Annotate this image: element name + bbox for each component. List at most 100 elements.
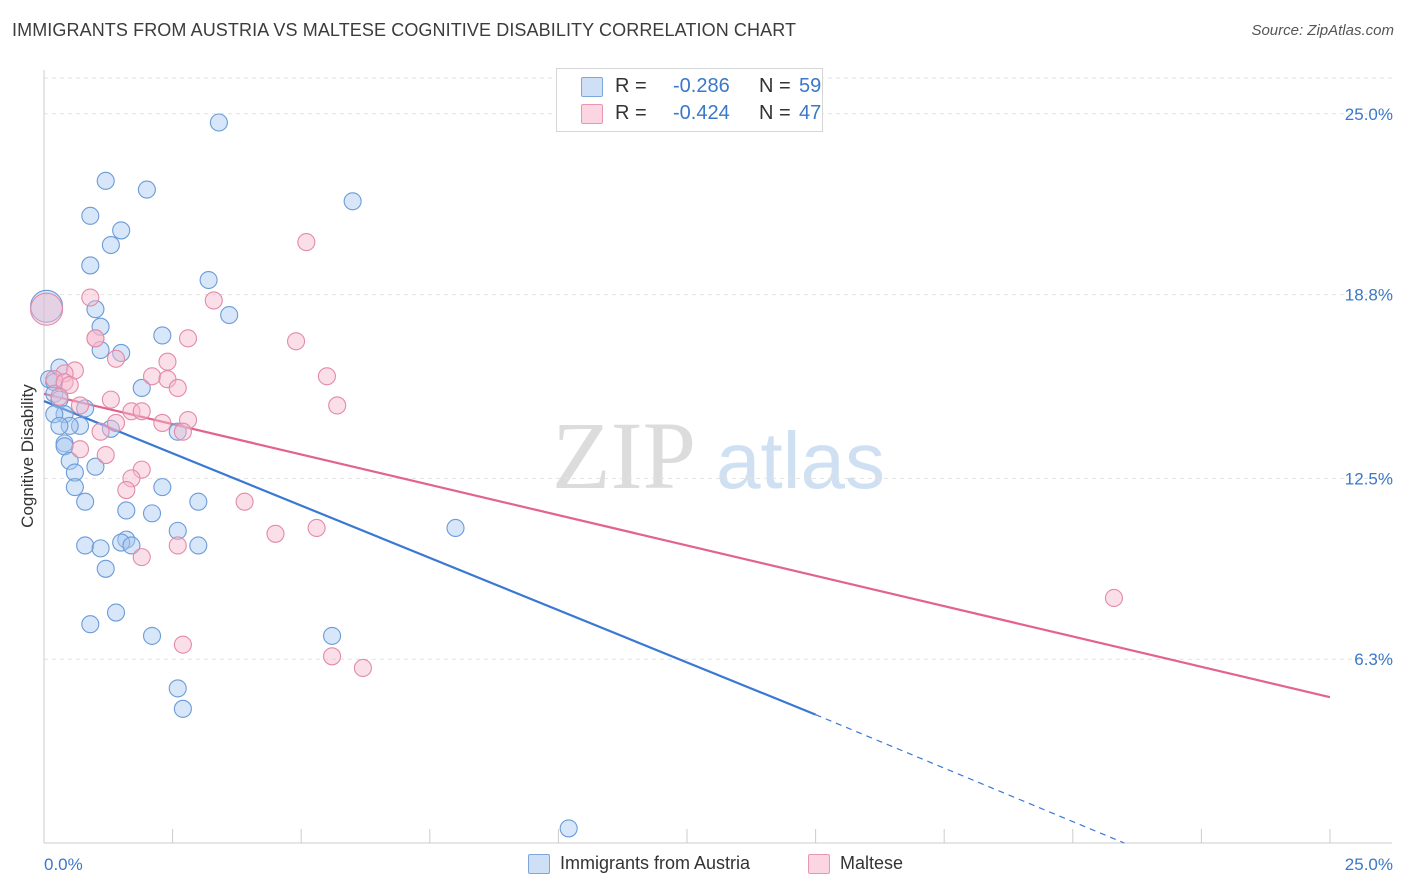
point-maltese bbox=[307, 518, 326, 538]
point-austria bbox=[142, 626, 162, 645]
stats-swatch-austria bbox=[581, 77, 603, 97]
point-maltese bbox=[153, 413, 172, 433]
stats-n-value: 59 bbox=[799, 75, 822, 97]
point-austria bbox=[101, 235, 120, 255]
watermark: ZIP atlas bbox=[552, 402, 885, 509]
point-austria bbox=[70, 416, 90, 435]
stats-r-label: R = bbox=[615, 102, 647, 124]
point-austria bbox=[106, 603, 126, 622]
x-tick-label: 25.0% bbox=[1345, 855, 1393, 874]
watermark-zip: ZIP bbox=[552, 402, 696, 509]
y-tick-label: 25.0% bbox=[1345, 105, 1393, 124]
point-maltese bbox=[50, 387, 69, 406]
point-austria bbox=[96, 559, 115, 578]
point-austria bbox=[45, 384, 64, 403]
point-austria bbox=[168, 679, 187, 698]
point-austria bbox=[91, 340, 110, 360]
stats-r-label: R = bbox=[615, 75, 647, 97]
point-austria bbox=[81, 615, 100, 634]
point-austria bbox=[142, 504, 162, 523]
point-maltese bbox=[158, 352, 177, 371]
axes bbox=[43, 70, 1392, 844]
point-austria bbox=[112, 533, 131, 552]
point-maltese bbox=[323, 647, 342, 666]
point-maltese bbox=[106, 349, 126, 368]
point-maltese bbox=[287, 332, 306, 351]
point-maltese bbox=[45, 370, 64, 389]
trend-lines bbox=[43, 392, 1331, 844]
trend-line bbox=[43, 392, 1331, 699]
chart-title: IMMIGRANTS FROM AUSTRIA VS MALTESE COGNI… bbox=[12, 20, 797, 40]
point-maltese bbox=[297, 233, 316, 252]
point-maltese bbox=[1104, 588, 1124, 608]
point-austria bbox=[45, 405, 64, 424]
x-tick-labels: 0.0% 25.0% bbox=[44, 855, 1393, 874]
trend-line-extension bbox=[815, 714, 1125, 844]
point-maltese bbox=[173, 422, 192, 441]
point-maltese bbox=[122, 402, 141, 421]
data-points bbox=[30, 113, 1124, 838]
point-maltese bbox=[317, 367, 336, 386]
stats-n-label: N = bbox=[759, 102, 791, 124]
point-austria bbox=[86, 457, 105, 476]
point-austria bbox=[60, 416, 79, 435]
y-tick-label: 6.3% bbox=[1354, 650, 1393, 669]
point-maltese bbox=[96, 445, 115, 465]
point-maltese bbox=[70, 440, 90, 459]
stats-swatch-maltese bbox=[581, 104, 603, 124]
point-austria bbox=[91, 539, 110, 558]
point-maltese bbox=[178, 329, 198, 348]
point-austria bbox=[220, 305, 239, 325]
point-austria bbox=[117, 501, 136, 520]
legend-swatch-austria bbox=[528, 854, 550, 874]
point-austria bbox=[137, 180, 156, 199]
watermark-atlas: atlas bbox=[716, 416, 885, 505]
point-austria bbox=[153, 478, 172, 497]
point-austria bbox=[446, 518, 465, 538]
point-austria bbox=[168, 521, 187, 540]
stats-box: R = -0.286 N = 59 R = -0.424 N = 47 bbox=[556, 68, 823, 132]
point-maltese bbox=[101, 390, 120, 409]
point-maltese bbox=[328, 396, 347, 415]
point-austria bbox=[117, 530, 136, 549]
point-maltese bbox=[168, 378, 187, 398]
point-austria bbox=[65, 463, 84, 482]
point-austria bbox=[173, 699, 192, 718]
legend-label-maltese: Maltese bbox=[840, 853, 904, 873]
point-maltese bbox=[353, 658, 372, 678]
point-maltese bbox=[70, 396, 90, 415]
point-maltese bbox=[60, 375, 79, 395]
point-maltese bbox=[91, 422, 110, 441]
trend-line bbox=[43, 400, 817, 716]
point-austria bbox=[50, 416, 69, 435]
legend-swatch-maltese bbox=[808, 854, 830, 874]
point-austria bbox=[76, 536, 95, 555]
gridlines bbox=[44, 77, 1392, 660]
point-austria bbox=[189, 492, 208, 511]
point-austria bbox=[65, 478, 84, 497]
point-austria bbox=[76, 399, 95, 418]
point-maltese bbox=[86, 329, 105, 348]
point-maltese bbox=[132, 402, 151, 421]
point-austria bbox=[168, 422, 187, 441]
point-austria bbox=[153, 326, 172, 345]
point-austria bbox=[96, 171, 115, 190]
point-maltese bbox=[173, 635, 192, 654]
stats-n-label: N = bbox=[759, 75, 791, 97]
point-austria bbox=[199, 270, 218, 290]
stats-r-value: -0.286 bbox=[673, 75, 730, 97]
point-austria bbox=[81, 256, 100, 275]
point-maltese bbox=[132, 548, 151, 567]
x-tick-label: 0.0% bbox=[44, 855, 83, 874]
point-maltese bbox=[117, 480, 136, 500]
point-austria bbox=[55, 405, 74, 424]
point-austria bbox=[91, 317, 110, 336]
point-maltese bbox=[30, 292, 64, 326]
stats-r-value: -0.424 bbox=[673, 102, 730, 124]
point-maltese bbox=[81, 288, 100, 307]
point-austria bbox=[86, 300, 105, 319]
point-austria bbox=[209, 113, 228, 132]
point-maltese bbox=[106, 413, 126, 433]
point-maltese bbox=[266, 524, 285, 543]
